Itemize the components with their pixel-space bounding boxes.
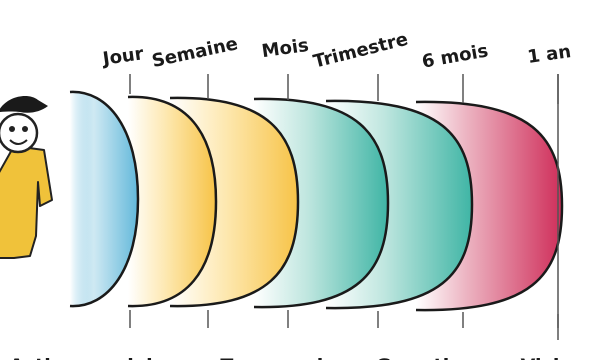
horizon-edge-trimestre (253, 97, 390, 309)
horizon-label-1-an: 1 an (526, 41, 572, 68)
bottom-labels: Acti ivi Ta i Ge tio Visi (9, 355, 559, 360)
horizon-shape-semaine (128, 96, 216, 307)
person-with-hat-icon (0, 96, 53, 259)
person-head (0, 112, 39, 154)
bottom-label: i (317, 355, 324, 360)
horizon-label-6-mois: 6 mois (420, 40, 489, 72)
horizon-shape-jour (70, 91, 138, 307)
person-eye-left (9, 126, 15, 132)
horizon-edge-6-mois (325, 99, 474, 310)
bottom-label: Visi (521, 355, 560, 360)
horizon-edge-semaine (127, 95, 218, 308)
horizon-label-mois: Mois (260, 35, 310, 62)
bottom-label: Acti (9, 355, 51, 360)
person-mouth (9, 139, 28, 145)
person-eye-right (22, 126, 28, 132)
bottom-label: tio (434, 355, 463, 360)
bottom-label: Ge (376, 355, 404, 360)
horizon-edge-mois (169, 96, 300, 308)
bottom-label: ivi (127, 355, 152, 360)
person-body (0, 145, 53, 259)
horizon-edge-1-an (415, 100, 564, 312)
horizon-label-jour: Jour (100, 43, 145, 70)
horizon-edge-jour (69, 90, 140, 308)
horizon-label-semaine: Semaine (150, 33, 240, 72)
horizon-label-trimestre: Trimestre (311, 29, 410, 73)
hat-icon (0, 96, 48, 113)
bottom-label: Ta (220, 355, 243, 360)
